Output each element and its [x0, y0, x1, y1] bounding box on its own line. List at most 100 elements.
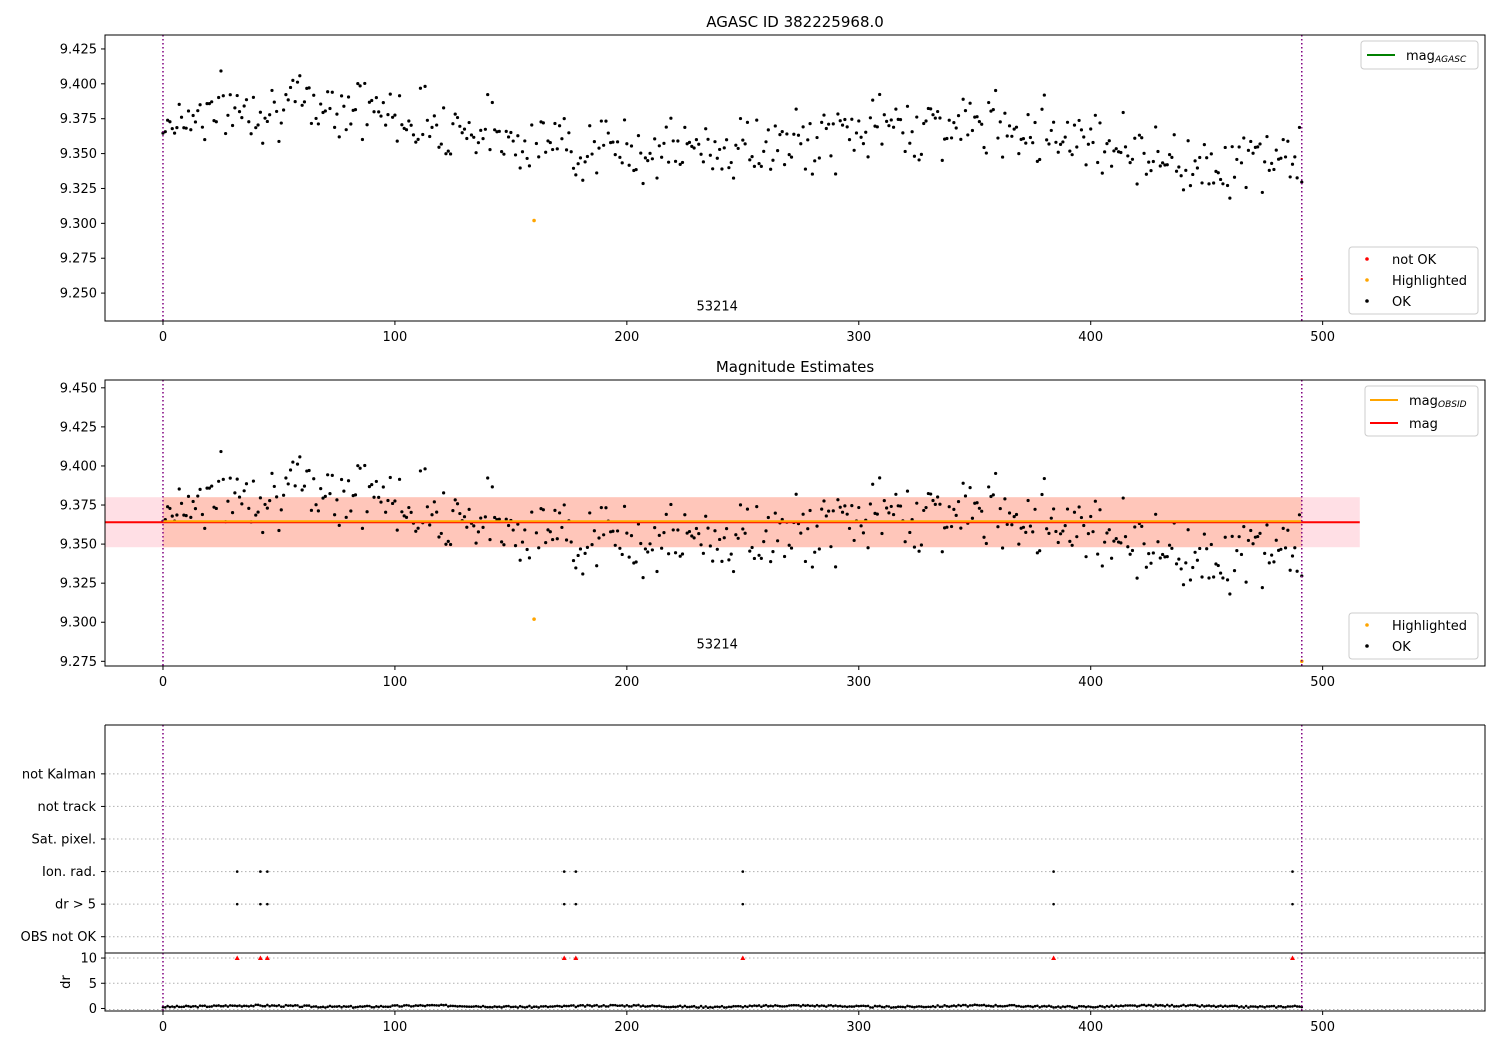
y-tick-label-1-9.25: 9.250: [60, 287, 97, 302]
point-ok: [1167, 543, 1172, 547]
point-ok: [711, 559, 715, 563]
dr-point: [395, 1003, 399, 1007]
point-ok: [836, 498, 840, 502]
point-ok: [428, 523, 432, 527]
point-ok: [170, 126, 174, 131]
dr-point: [929, 1005, 932, 1009]
dr-point: [718, 1005, 721, 1009]
point-ok: [857, 505, 861, 510]
point-ok: [244, 98, 249, 102]
point-ok: [1228, 196, 1232, 200]
dr-point: [1177, 1005, 1181, 1008]
point-ok: [1135, 576, 1139, 580]
point-ok: [1082, 523, 1086, 528]
point-ok: [666, 160, 671, 164]
point-ok: [344, 515, 348, 519]
dr-point: [551, 1005, 554, 1008]
point-ok: [1286, 139, 1290, 143]
dr-point: [1286, 1005, 1290, 1008]
point-ok: [954, 513, 958, 517]
dr-point: [1026, 1004, 1030, 1008]
point-ok: [335, 112, 339, 116]
dr-point: [1003, 1004, 1007, 1008]
point-ok: [699, 152, 703, 156]
dr-point: [537, 1006, 541, 1009]
point-ok: [1251, 542, 1255, 546]
point-ok: [1144, 565, 1148, 569]
dr-point: [655, 1004, 659, 1008]
x-tick-label-4-200: 200: [614, 1020, 639, 1035]
point-ok: [738, 503, 743, 507]
point-ok: [1093, 113, 1097, 117]
point-ok: [1024, 530, 1028, 534]
point-ok: [448, 542, 453, 547]
point-ok: [1035, 159, 1039, 163]
dr-point: [822, 1004, 826, 1008]
dr-point: [335, 1005, 339, 1008]
point-ok: [1288, 175, 1292, 179]
point-ok: [755, 505, 759, 509]
point-ok: [810, 172, 814, 176]
point-ok: [787, 153, 791, 157]
point-ok: [996, 136, 1000, 140]
flag-label: not track: [37, 800, 96, 815]
point-ok: [518, 166, 522, 170]
point-ok: [885, 506, 889, 510]
point-ok: [446, 149, 450, 153]
dr-point: [349, 1004, 353, 1008]
point-ok: [1000, 546, 1005, 550]
point-ok: [353, 493, 358, 497]
point-ok: [1086, 532, 1090, 536]
point-ok: [1225, 578, 1230, 582]
dr-point: [1198, 1005, 1202, 1008]
dr-point: [1207, 1004, 1211, 1007]
point-ok: [1283, 155, 1288, 159]
dr-point: [586, 1003, 589, 1007]
point-ok: [467, 120, 471, 125]
point-ok: [673, 551, 678, 555]
point-ok: [940, 550, 944, 554]
dr-point: [857, 1004, 861, 1008]
dr-point: [725, 1006, 728, 1009]
point-ok: [1251, 151, 1255, 155]
dr-point: [460, 1005, 464, 1008]
point-ok: [845, 512, 849, 516]
point-ok: [455, 502, 460, 506]
dr-point: [433, 1003, 436, 1007]
dr-point: [245, 1004, 248, 1008]
point-ok: [1049, 516, 1053, 520]
point-ok: [224, 131, 228, 136]
dr-point: [606, 1005, 610, 1008]
point-ok: [386, 113, 390, 117]
dr-point: [1247, 1006, 1250, 1009]
dr-point: [491, 1005, 494, 1009]
dr-point: [247, 1005, 251, 1008]
point-ok: [1123, 534, 1128, 539]
point-ok: [548, 140, 552, 145]
dr-point: [1087, 1005, 1090, 1008]
point-ok: [803, 167, 808, 171]
point-ok: [639, 541, 643, 546]
point-ok: [388, 475, 392, 480]
dr-point: [906, 1004, 909, 1008]
point-ok: [205, 486, 209, 490]
point-ok: [1256, 534, 1260, 539]
dr-point: [801, 1003, 805, 1007]
dr-point: [261, 1004, 265, 1008]
dr-point: [790, 1004, 793, 1007]
point-ok: [871, 482, 875, 486]
point-ok: [235, 477, 239, 481]
point-ok: [346, 479, 351, 483]
point-ok: [502, 152, 506, 156]
dr-point: [741, 1005, 745, 1009]
point-ok: [704, 127, 708, 131]
point-ok: [1107, 528, 1111, 532]
dr-point: [303, 1004, 306, 1007]
point-ok: [922, 121, 926, 126]
point-ok: [1075, 145, 1079, 149]
point-ok: [634, 560, 638, 564]
point-ok: [316, 122, 320, 126]
point-ok: [669, 116, 673, 120]
dr-point: [602, 1003, 605, 1007]
point-ok: [1191, 172, 1195, 177]
